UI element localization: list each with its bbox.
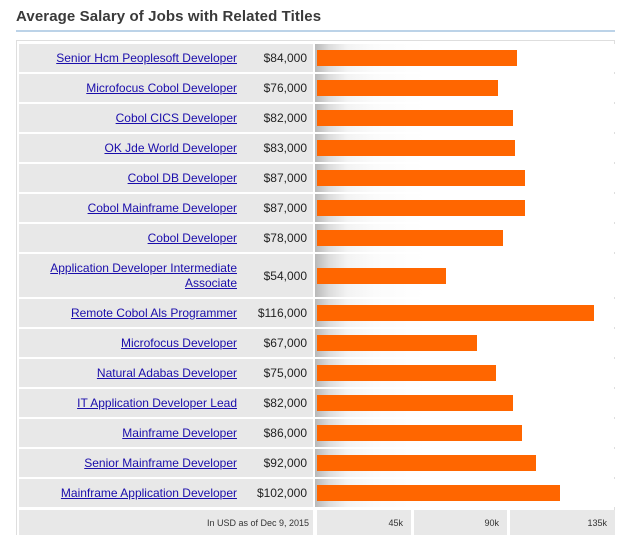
job-title-link[interactable]: Cobol Developer (147, 230, 237, 245)
table-row: Microfocus Cobol Developer $76,000 (19, 74, 615, 102)
footer-note-cell: In USD as of Dec 9, 2015 (19, 510, 313, 535)
salary-value: $87,000 (263, 201, 307, 215)
salary-value: $92,000 (263, 456, 307, 470)
job-title-link[interactable]: Mainframe Developer (122, 425, 237, 440)
job-title-link[interactable]: Microfocus Developer (120, 335, 237, 350)
job-title-link[interactable]: Natural Adabas Developer (96, 365, 237, 380)
table-row: IT Application Developer Lead $82,000 (19, 389, 615, 417)
salary-bar (317, 485, 560, 501)
job-title-link[interactable]: Remote Cobol Als Programmer (70, 305, 237, 320)
salary-value: $84,000 (263, 51, 307, 65)
row-label-cell: Mainframe Developer $86,000 (19, 419, 313, 447)
table-row: Cobol DB Developer $87,000 (19, 164, 615, 192)
row-label-cell: Cobol CICS Developer $82,000 (19, 104, 313, 132)
row-label-cell: Microfocus Developer $67,000 (19, 329, 313, 357)
salary-value: $54,000 (263, 268, 307, 283)
salary-bar (317, 305, 594, 321)
table-row: Cobol Mainframe Developer $87,000 (19, 194, 615, 222)
job-title-link[interactable]: Cobol DB Developer (127, 170, 237, 185)
table-row: Cobol CICS Developer $82,000 (19, 104, 615, 132)
row-label-cell: Remote Cobol Als Programmer $116,000 (19, 299, 313, 327)
table-row: Mainframe Developer $86,000 (19, 419, 615, 447)
table-row: Mainframe Application Developer $102,000 (19, 479, 615, 507)
salary-value: $78,000 (263, 231, 307, 245)
salary-value: $86,000 (263, 426, 307, 440)
salary-bar (317, 455, 536, 471)
chart-footer: In USD as of Dec 9, 2015 45k 90k 135k (19, 510, 615, 535)
salary-value: $67,000 (263, 336, 307, 350)
salary-value: $83,000 (263, 141, 307, 155)
salary-bar (317, 80, 498, 96)
table-row: Cobol Developer $78,000 (19, 224, 615, 252)
row-label-cell: Cobol Developer $78,000 (19, 224, 313, 252)
salary-bar (317, 395, 513, 411)
row-label-cell: Application Developer Intermediate Assoc… (19, 254, 313, 297)
salary-rows: Senior Hcm Peoplesoft Developer $84,000 Mi… (19, 44, 615, 509)
salary-value: $76,000 (263, 81, 307, 95)
salary-bar (317, 50, 517, 66)
row-label-cell: Senior Hcm Peoplesoft Developer $84,000 (19, 44, 313, 72)
job-title-link[interactable]: Mainframe Application Developer (60, 485, 237, 500)
salary-bar (317, 200, 525, 216)
job-title-link[interactable]: Application Developer Intermediate Assoc… (50, 260, 237, 290)
table-row: Application Developer Intermediate Assoc… (19, 254, 615, 297)
job-title-link[interactable]: Senior Mainframe Developer (84, 455, 237, 470)
salary-bar (317, 365, 496, 381)
table-row: OK Jde World Developer $83,000 (19, 134, 615, 162)
table-row: Natural Adabas Developer $75,000 (19, 359, 615, 387)
salary-bar (317, 140, 515, 156)
heading-divider (16, 30, 615, 32)
row-label-cell: Cobol DB Developer $87,000 (19, 164, 313, 192)
salary-bar (317, 335, 477, 351)
salary-bar (317, 170, 525, 186)
salary-value: $75,000 (263, 366, 307, 380)
row-label-cell: Natural Adabas Developer $75,000 (19, 359, 313, 387)
salary-value: $82,000 (263, 396, 307, 410)
row-label-cell: Mainframe Application Developer $102,000 (19, 479, 313, 507)
axis-tick-label: 135k (510, 510, 615, 535)
row-label-cell: Microfocus Cobol Developer $76,000 (19, 74, 313, 102)
axis-tick-label: 90k (414, 510, 507, 535)
table-row: Senior Mainframe Developer $92,000 (19, 449, 615, 477)
row-label-cell: Cobol Mainframe Developer $87,000 (19, 194, 313, 222)
axis-tick-label: 45k (317, 510, 411, 535)
job-title-link[interactable]: Cobol Mainframe Developer (87, 200, 237, 215)
job-title-link[interactable]: Cobol CICS Developer (115, 110, 237, 125)
job-title-link[interactable]: Senior Hcm Peoplesoft Developer (56, 50, 237, 65)
job-title-link[interactable]: Microfocus Cobol Developer (86, 80, 237, 95)
salary-bar (317, 425, 522, 441)
job-title-link[interactable]: OK Jde World Developer (104, 140, 237, 155)
salary-bar (317, 268, 446, 284)
footer-note: In USD as of Dec 9, 2015 (206, 517, 309, 528)
job-title-link[interactable]: IT Application Developer Lead (77, 395, 237, 410)
chart-heading: Average Salary of Jobs with Related Titl… (16, 8, 322, 25)
table-row: Remote Cobol Als Programmer $116,000 (19, 299, 615, 327)
salary-bar (317, 110, 513, 126)
salary-value: $87,000 (263, 171, 307, 185)
table-row: Senior Hcm Peoplesoft Developer $84,000 (19, 44, 615, 72)
row-label-cell: Senior Mainframe Developer $92,000 (19, 449, 313, 477)
row-label-cell: IT Application Developer Lead $82,000 (19, 389, 313, 417)
table-row: Microfocus Developer $67,000 (19, 329, 615, 357)
salary-value: $82,000 (263, 111, 307, 125)
salary-value: $102,000 (256, 486, 307, 500)
salary-bar (317, 230, 503, 246)
row-label-cell: OK Jde World Developer $83,000 (19, 134, 313, 162)
salary-value: $116,000 (257, 306, 307, 320)
